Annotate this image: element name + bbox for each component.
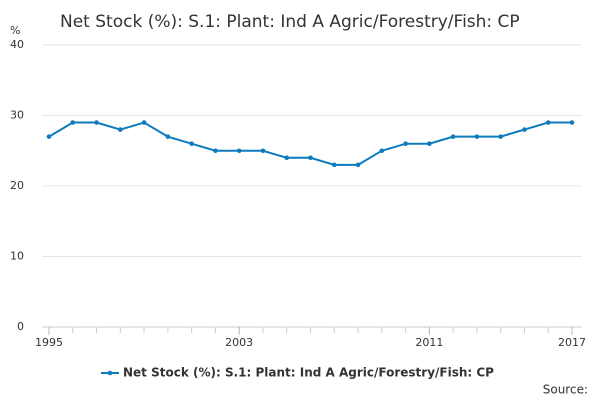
point [331, 162, 337, 168]
legend-label: Net Stock (%): S.1: Plant: Ind A Agric/F… [123, 366, 494, 380]
point [141, 120, 147, 125]
point [284, 155, 290, 161]
point [545, 120, 551, 125]
chart-title: Net Stock (%): S.1: Plant: Ind A Agric/F… [60, 12, 520, 32]
y-tick-label: 20 [10, 179, 24, 192]
point [213, 148, 218, 154]
x-tick-label: 2003 [225, 336, 253, 349]
point [165, 134, 171, 139]
point [236, 148, 242, 154]
point [379, 148, 385, 154]
point [70, 120, 76, 125]
point [498, 134, 503, 139]
y-tick-label: 40 [10, 38, 24, 51]
point [569, 120, 575, 125]
y-tick-label: 10 [10, 250, 24, 263]
y-tick-label: 30 [10, 109, 24, 122]
x-tick-label: 2011 [415, 336, 443, 349]
point [427, 141, 432, 146]
point [474, 134, 480, 139]
point [522, 127, 527, 132]
x-tick-label: 2017 [558, 336, 586, 349]
point [355, 162, 361, 168]
point [450, 134, 456, 139]
point [189, 141, 194, 146]
y-tick-label: 0 [17, 320, 24, 333]
point [260, 148, 266, 154]
legend-marker [107, 370, 113, 376]
point [403, 141, 408, 146]
point [94, 120, 99, 125]
point [308, 155, 313, 161]
y-axis-label: % [10, 24, 20, 37]
point [46, 134, 52, 139]
x-tick-label: 1995 [35, 336, 63, 349]
point [118, 127, 123, 132]
source: Source: [543, 383, 588, 397]
